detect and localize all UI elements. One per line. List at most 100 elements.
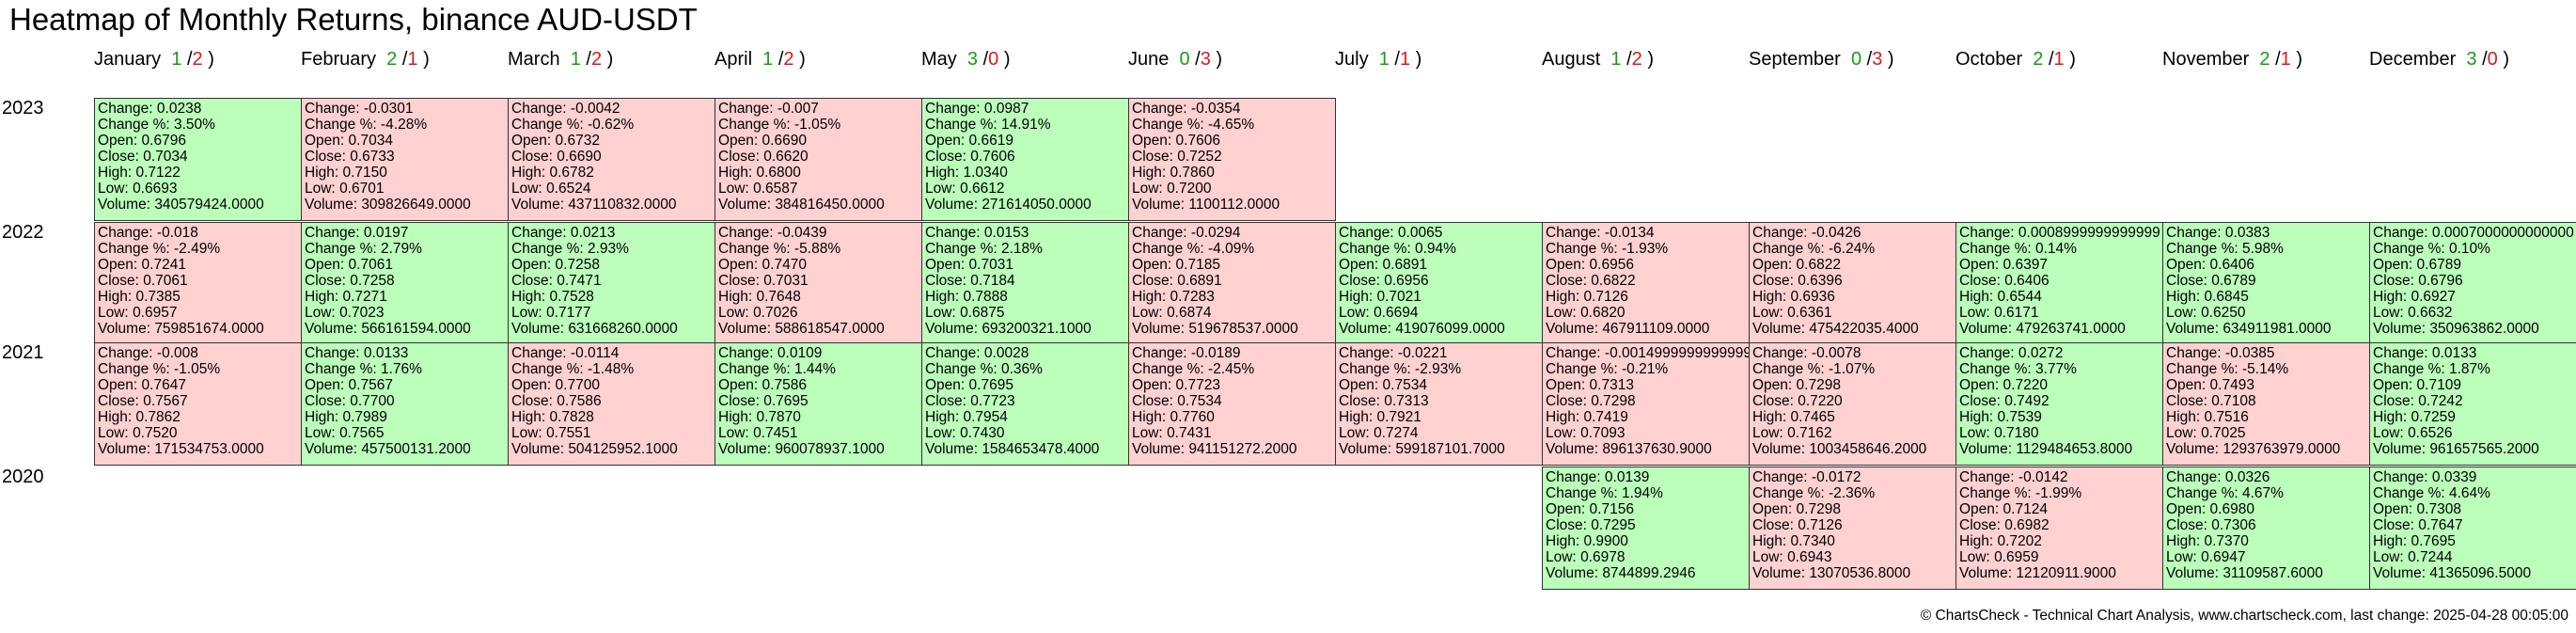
cell-close: Close: 0.7647 bbox=[2373, 517, 2576, 533]
cell-volume: Volume: 1129484653.8000 bbox=[1959, 441, 2162, 457]
cell-field-label: Change %: bbox=[925, 117, 1001, 133]
cell-close: Close: 0.7061 bbox=[98, 273, 301, 289]
cell-field-label: Change: bbox=[925, 101, 984, 117]
cell-field-value: -2.49% bbox=[174, 241, 221, 257]
cell-field-label: Change %: bbox=[718, 361, 794, 377]
cell-field-value: 0.7700 bbox=[555, 377, 600, 393]
cell-field-label: Change %: bbox=[305, 361, 381, 377]
cell-close: Close: 0.6733 bbox=[305, 149, 508, 165]
cell-field-value: 519678537.0000 bbox=[1188, 321, 1298, 337]
cell-field-value: 0.7647 bbox=[141, 377, 186, 393]
cell-field-value: 0.6701 bbox=[339, 181, 385, 197]
cell-field-value: 0.7695 bbox=[2411, 533, 2456, 549]
cell-change: Change: 0.0008999999999999 bbox=[1959, 225, 2162, 241]
cell-low: Low: 0.7026 bbox=[718, 305, 921, 321]
cell-high: High: 0.7126 bbox=[1546, 289, 1749, 305]
cell-field-label: Open: bbox=[98, 377, 142, 393]
cell-field-label: High: bbox=[305, 289, 343, 305]
cell-open: Open: 0.6690 bbox=[718, 133, 921, 149]
month-header: July 1 /1 ) bbox=[1335, 49, 1422, 70]
cell-field-label: Open: bbox=[305, 257, 349, 273]
cell-field-value: 0.6612 bbox=[960, 181, 1005, 197]
cell-low: Low: 0.7451 bbox=[718, 425, 921, 441]
cell-volume: Volume: 171534753.0000 bbox=[98, 441, 301, 457]
cell-field-value: 0.7298 bbox=[1796, 377, 1841, 393]
cell-change: Change: 0.0028 bbox=[925, 345, 1128, 361]
cell-change-pct: Change %: 2.93% bbox=[511, 241, 715, 257]
cell-change: Change: -0.0385 bbox=[2166, 345, 2369, 361]
cell-volume: Volume: 309826649.0000 bbox=[305, 197, 508, 213]
cell-close: Close: 0.7252 bbox=[1132, 149, 1335, 165]
cell-field-value: 0.6947 bbox=[2201, 549, 2246, 565]
cell-open: Open: 0.6732 bbox=[511, 133, 715, 149]
cell-field-label: Low: bbox=[1752, 425, 1788, 441]
cell-field-label: High: bbox=[1959, 533, 1998, 549]
cell-field-label: Volume: bbox=[925, 321, 982, 337]
cell-volume: Volume: 12120911.9000 bbox=[1959, 565, 2162, 581]
month-down-count: 1 bbox=[1399, 49, 1411, 70]
cell-volume: Volume: 350963862.0000 bbox=[2373, 321, 2576, 337]
cell-low: Low: 0.7551 bbox=[511, 425, 715, 441]
cell-field-value: 0.7586 bbox=[557, 393, 602, 409]
cell-field-value: -4.65% bbox=[1208, 117, 1255, 133]
cell-field-value: 0.0339 bbox=[2431, 469, 2477, 485]
cell-change-pct: Change %: -1.05% bbox=[98, 361, 301, 377]
cell-high: High: 0.6936 bbox=[1752, 289, 1956, 305]
cell-field-value: 0.7465 bbox=[1790, 409, 1835, 425]
cell-field-label: Change: bbox=[2166, 469, 2225, 485]
cell-field-value: -0.21% bbox=[1622, 361, 1669, 377]
cell-field-label: High: bbox=[2166, 533, 2205, 549]
cell-field-value: 0.7470 bbox=[762, 257, 807, 273]
cell-field-value: 0.7021 bbox=[1376, 289, 1422, 305]
cell-low: Low: 0.6874 bbox=[1132, 305, 1335, 321]
cell-field-value: 1.94% bbox=[1622, 485, 1663, 501]
cell-change: Change: 0.0272 bbox=[1959, 345, 2162, 361]
cell-volume: Volume: 693200321.1000 bbox=[925, 321, 1128, 337]
cell-field-label: Change: bbox=[98, 101, 157, 117]
cell-change-pct: Change %: 5.98% bbox=[2166, 241, 2369, 257]
cell-low: Low: 0.6943 bbox=[1752, 549, 1956, 565]
cell-field-value: 1293763979.0000 bbox=[2223, 441, 2341, 457]
cell-close: Close: 0.6982 bbox=[1959, 517, 2162, 533]
cell-change-pct: Change %: -4.09% bbox=[1132, 241, 1335, 257]
cell-open: Open: 0.6956 bbox=[1546, 257, 1749, 273]
cell-field-value: 0.7026 bbox=[753, 305, 798, 321]
cell-open: Open: 0.7298 bbox=[1752, 501, 1956, 517]
month-up-count: 0 bbox=[1850, 49, 1862, 70]
heatmap-cell: Change: 0.0339 Change %: 4.64% Open: 0.730… bbox=[2369, 467, 2576, 590]
cell-field-label: Close: bbox=[718, 149, 764, 165]
cell-field-label: Close: bbox=[925, 273, 971, 289]
cell-field-label: Low: bbox=[1546, 425, 1581, 441]
cell-field-value: 0.7528 bbox=[549, 289, 594, 305]
cell-field-label: Change: bbox=[1752, 225, 1812, 241]
cell-low: Low: 0.7520 bbox=[98, 425, 301, 441]
cell-field-label: High: bbox=[2373, 409, 2411, 425]
cell-field-label: Change %: bbox=[511, 117, 588, 133]
cell-field-label: Change: bbox=[305, 101, 364, 117]
heatmap-cell: Change: -0.0439 Change %: -5.88% Open: 0.7… bbox=[715, 222, 922, 345]
cell-change-pct: Change %: -1.07% bbox=[1752, 361, 1956, 377]
month-down-count: 1 bbox=[2053, 49, 2065, 70]
cell-field-label: Change %: bbox=[98, 241, 174, 257]
cell-volume: Volume: 31109587.6000 bbox=[2166, 565, 2369, 581]
cell-high: High: 0.7385 bbox=[98, 289, 301, 305]
cell-field-label: High: bbox=[511, 165, 550, 181]
cell-field-label: Open: bbox=[1752, 377, 1797, 393]
cell-high: High: 0.7860 bbox=[1132, 165, 1335, 181]
cell-field-value: 0.6789 bbox=[2416, 257, 2461, 273]
cell-field-value: 0.6982 bbox=[2004, 517, 2050, 533]
cell-field-value: 0.7031 bbox=[763, 273, 809, 289]
cell-volume: Volume: 41365096.5000 bbox=[2373, 565, 2576, 581]
cell-high: High: 0.7921 bbox=[1339, 409, 1542, 425]
heatmap-cell: Change: -0.0385 Change %: -5.14% Open: 0.7… bbox=[2162, 342, 2370, 466]
cell-volume: Volume: 384816450.0000 bbox=[718, 197, 921, 213]
cell-field-label: Close: bbox=[1752, 393, 1798, 409]
month-up-count: 0 bbox=[1179, 49, 1190, 70]
cell-field-value: 0.6959 bbox=[1994, 549, 2039, 565]
cell-high: High: 0.6544 bbox=[1959, 289, 2162, 305]
cell-field-value: 0.6544 bbox=[1997, 289, 2042, 305]
cell-change: Change: -0.0426 bbox=[1752, 225, 1956, 241]
cell-field-label: Low: bbox=[925, 181, 961, 197]
cell-field-value: 0.7954 bbox=[963, 409, 1008, 425]
cell-field-label: Change %: bbox=[1752, 361, 1829, 377]
